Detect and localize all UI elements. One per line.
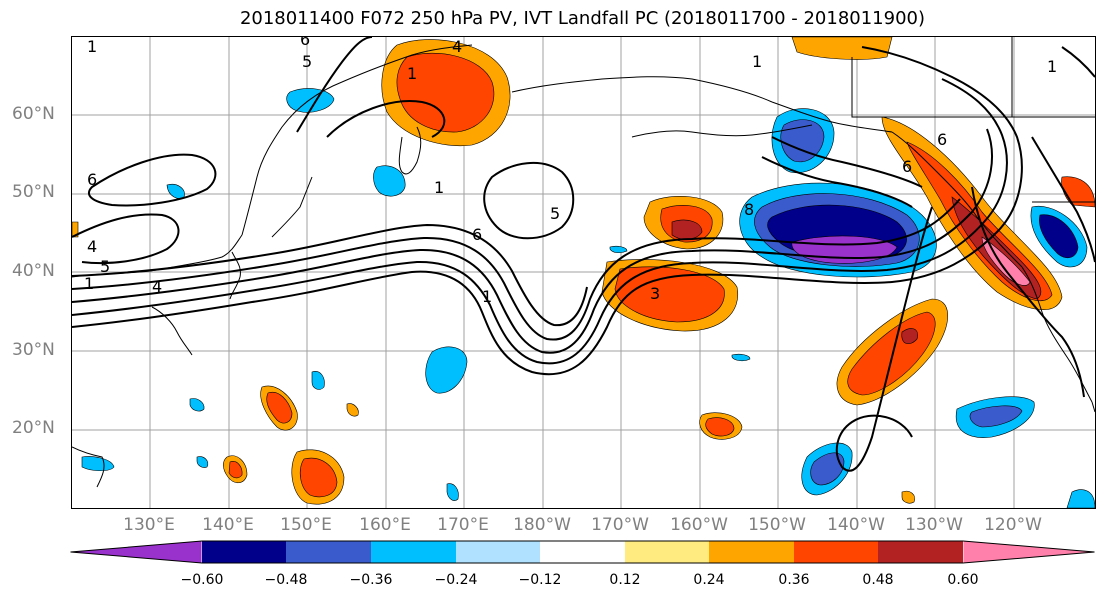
map-title: 2018011400 F072 250 hPa PV, IVT Landfall… <box>239 8 926 29</box>
coastlines <box>72 37 1095 488</box>
contour-label: 1 <box>434 178 444 197</box>
colorbar-tick-label: −0.24 <box>434 572 478 588</box>
longitude-label: 180°W <box>513 515 571 535</box>
colorbar-tick-label: 0.60 <box>947 572 979 588</box>
longitude-label: 130°W <box>905 515 963 535</box>
contour-label: 6 <box>87 170 97 189</box>
contour-label: 6 <box>300 37 310 49</box>
contour-label: 1 <box>84 274 94 293</box>
contour-label: 6 <box>937 130 947 149</box>
colorbar-segment <box>625 541 709 563</box>
contour-labels: 1 4 5 1 6 4 5 6 4 1 5 6 1 8 1 1 6 6 3 1 <box>84 37 1057 306</box>
contour-label: 6 <box>902 157 912 176</box>
latitude-label: 50°N <box>12 182 55 202</box>
latitude-label: 40°N <box>12 261 55 281</box>
colorbar-segment <box>202 541 286 563</box>
latitude-label: 20°N <box>12 418 55 438</box>
latitude-label: 30°N <box>12 340 55 360</box>
contour-label: 4 <box>152 277 162 296</box>
longitude-label: 160°E <box>359 515 411 535</box>
colorbar-segment <box>878 541 963 563</box>
contour-label: 5 <box>550 204 560 223</box>
contour-label: 1 <box>482 287 492 306</box>
colorbar-outline <box>70 540 1095 564</box>
longitude-label: 170°E <box>437 515 489 535</box>
colorbar-tick-label: 0.24 <box>693 572 725 588</box>
colorbar-segment <box>286 541 371 563</box>
latitude-label: 60°N <box>12 104 55 124</box>
contour-label: 5 <box>100 257 110 276</box>
longitude-label: 150°W <box>748 515 806 535</box>
pv-contours <box>72 37 1095 472</box>
colorbar-segment <box>371 541 456 563</box>
longitude-label: 150°E <box>280 515 332 535</box>
map-canvas: 1 4 5 1 6 4 5 6 4 1 5 6 1 8 1 1 6 6 3 1 <box>72 37 1095 508</box>
colorbar-tick-label: −0.48 <box>264 572 308 588</box>
contour-label: 1 <box>407 64 417 83</box>
contour-label: 8 <box>744 200 754 219</box>
longitude-label: 170°W <box>591 515 649 535</box>
colorbar-tick-label: −0.12 <box>518 572 562 588</box>
colorbar-segment <box>540 541 625 563</box>
longitude-label: 140°E <box>202 515 254 535</box>
colorbar-tick-label: 0.12 <box>609 572 641 588</box>
longitude-label: 130°E <box>123 515 175 535</box>
colorbar-segment <box>456 541 540 563</box>
longitude-label: 140°W <box>827 515 885 535</box>
map-panel[interactable]: 1 4 5 1 6 4 5 6 4 1 5 6 1 8 1 1 6 6 3 1 <box>71 36 1096 509</box>
colorbar-segment <box>963 541 1095 563</box>
colorbar-segment <box>709 541 794 563</box>
contour-label: 3 <box>650 284 660 303</box>
colorbar-segment <box>794 541 878 563</box>
contour-label: 1 <box>1047 57 1057 76</box>
colorbar-tick-label: −0.36 <box>349 572 393 588</box>
longitude-label: 120°W <box>984 515 1042 535</box>
colorbar-tick-label: 0.36 <box>778 572 810 588</box>
colorbar-segment <box>70 541 202 563</box>
contour-label: 6 <box>472 225 482 244</box>
contour-label: 1 <box>87 37 97 56</box>
colorbar-tick-label: −0.60 <box>180 572 224 588</box>
longitude-label: 160°W <box>670 515 728 535</box>
contour-label: 1 <box>752 52 762 71</box>
colorbar <box>70 540 1095 564</box>
contour-label: 4 <box>87 237 97 256</box>
contour-label: 5 <box>302 52 312 71</box>
contour-label: 4 <box>452 37 462 56</box>
colorbar-tick-label: 0.48 <box>862 572 894 588</box>
